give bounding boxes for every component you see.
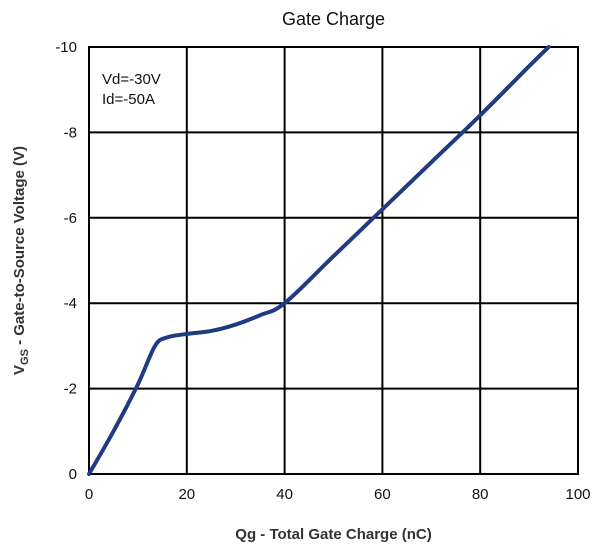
x-tick-label-4: 80 bbox=[472, 486, 489, 503]
gridlines bbox=[89, 47, 578, 474]
y-axis-label-main: V bbox=[11, 365, 28, 375]
y-tick-label-2: -4 bbox=[64, 295, 77, 312]
x-tick-label-1: 20 bbox=[178, 486, 195, 503]
annotation-vd: Vd=-30V bbox=[102, 71, 161, 88]
chart-title: Gate Charge bbox=[282, 9, 385, 29]
series-line bbox=[87, 45, 551, 476]
y-tick-label-0: 0 bbox=[69, 466, 77, 483]
x-tick-label-0: 0 bbox=[85, 486, 93, 503]
annotation-id: Id=-50A bbox=[102, 91, 155, 108]
annotations: Vd=-30V Id=-50A bbox=[102, 71, 161, 108]
y-tick-labels: 0 -2 -4 -6 -8 -10 bbox=[55, 39, 77, 483]
y-axis-label: VGS - Gate-to-Source Voltage (V) bbox=[11, 146, 31, 375]
x-tick-label-5: 100 bbox=[565, 486, 590, 503]
y-tick-label-1: -2 bbox=[64, 381, 77, 398]
y-tick-label-3: -6 bbox=[64, 210, 77, 227]
y-tick-label-5: -10 bbox=[55, 39, 77, 56]
x-tick-label-3: 60 bbox=[374, 486, 391, 503]
x-tick-labels: 0 20 40 60 80 100 bbox=[85, 486, 591, 503]
y-axis-label-sub: GS bbox=[19, 349, 31, 365]
x-axis-label: Qg - Total Gate Charge (nC) bbox=[235, 526, 431, 543]
plot-frame bbox=[88, 46, 579, 475]
x-tick-label-2: 40 bbox=[276, 486, 293, 503]
y-axis-label-rest: - Gate-to-Source Voltage (V) bbox=[11, 146, 28, 349]
y-tick-label-4: -8 bbox=[64, 124, 77, 141]
